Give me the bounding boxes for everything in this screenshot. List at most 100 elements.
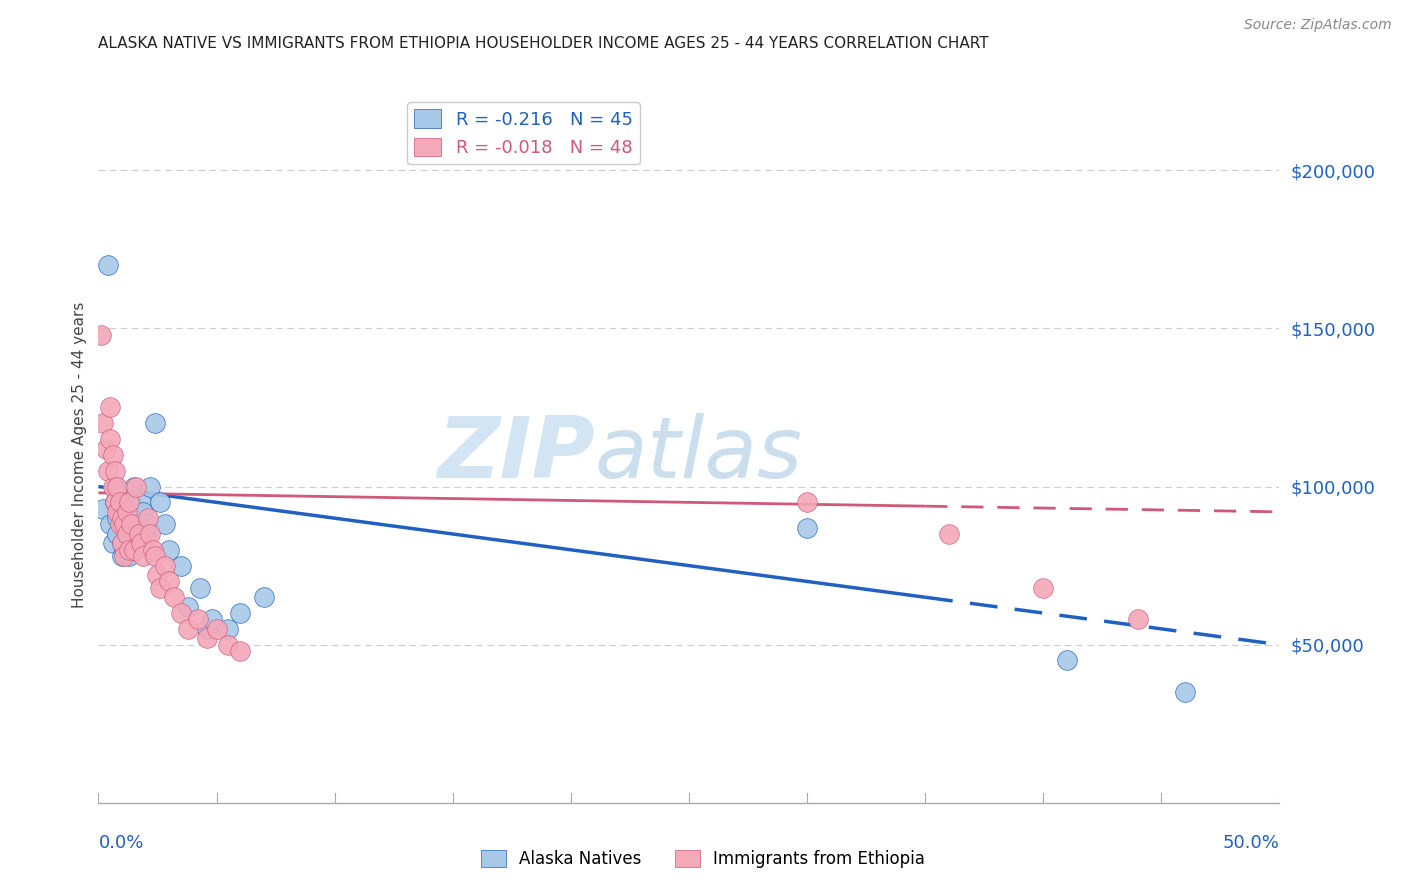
Point — [187, 612, 209, 626]
Point — [111, 536, 134, 550]
Point — [111, 517, 134, 532]
Text: atlas: atlas — [595, 413, 803, 497]
Point — [125, 536, 148, 550]
Point — [1032, 581, 1054, 595]
Point — [111, 511, 134, 525]
Point — [115, 527, 138, 541]
Point — [115, 527, 138, 541]
Point — [101, 479, 124, 493]
Point — [253, 591, 276, 605]
Point — [118, 517, 141, 532]
Point — [1174, 685, 1197, 699]
Point — [153, 517, 176, 532]
Point — [98, 517, 121, 532]
Point — [112, 517, 135, 532]
Text: 50.0%: 50.0% — [1223, 834, 1279, 852]
Point — [170, 558, 193, 573]
Point — [108, 517, 131, 532]
Point — [122, 542, 145, 557]
Point — [177, 622, 200, 636]
Point — [1126, 612, 1149, 626]
Point — [108, 495, 131, 509]
Point — [112, 511, 135, 525]
Point — [125, 479, 148, 493]
Point — [796, 521, 818, 535]
Point — [177, 599, 200, 614]
Text: ZIP: ZIP — [437, 413, 595, 497]
Point — [128, 511, 150, 525]
Point — [97, 464, 120, 478]
Point — [108, 486, 131, 500]
Point — [98, 432, 121, 446]
Point — [136, 511, 159, 525]
Point — [101, 536, 124, 550]
Point — [188, 581, 211, 595]
Point — [143, 417, 166, 431]
Legend: Alaska Natives, Immigrants from Ethiopia: Alaska Natives, Immigrants from Ethiopia — [474, 843, 932, 875]
Point — [229, 606, 252, 620]
Point — [121, 495, 143, 509]
Point — [128, 527, 150, 541]
Point — [139, 479, 162, 493]
Point — [90, 327, 112, 342]
Point — [143, 549, 166, 563]
Text: 0.0%: 0.0% — [98, 834, 143, 852]
Point — [91, 501, 114, 516]
Point — [157, 542, 180, 557]
Point — [101, 448, 124, 462]
Point — [135, 527, 157, 541]
Point — [146, 568, 169, 582]
Point — [98, 401, 121, 415]
Point — [115, 505, 138, 519]
Point — [149, 581, 172, 595]
Point — [136, 517, 159, 532]
Point — [104, 495, 127, 509]
Point — [108, 505, 131, 519]
Point — [104, 495, 127, 509]
Point — [157, 574, 180, 589]
Point — [139, 527, 162, 541]
Point — [217, 638, 239, 652]
Point — [111, 536, 134, 550]
Point — [121, 517, 143, 532]
Point — [129, 495, 152, 509]
Point — [217, 622, 239, 636]
Point — [129, 536, 152, 550]
Point — [796, 495, 818, 509]
Point — [91, 417, 114, 431]
Point — [105, 479, 128, 493]
Point — [94, 442, 117, 456]
Point — [229, 644, 252, 658]
Point — [132, 549, 155, 563]
Point — [105, 527, 128, 541]
Point — [118, 542, 141, 557]
Point — [104, 464, 127, 478]
Point — [205, 622, 228, 636]
Point — [938, 527, 960, 541]
Legend: R = -0.216   N = 45, R = -0.018   N = 48: R = -0.216 N = 45, R = -0.018 N = 48 — [408, 103, 640, 164]
Text: ALASKA NATIVE VS IMMIGRANTS FROM ETHIOPIA HOUSEHOLDER INCOME AGES 25 - 44 YEARS : ALASKA NATIVE VS IMMIGRANTS FROM ETHIOPI… — [98, 36, 988, 51]
Point — [111, 549, 134, 563]
Point — [125, 517, 148, 532]
Point — [112, 542, 135, 557]
Point — [121, 542, 143, 557]
Y-axis label: Householder Income Ages 25 - 44 years: Householder Income Ages 25 - 44 years — [72, 301, 87, 608]
Point — [1056, 653, 1078, 667]
Point — [132, 505, 155, 519]
Point — [142, 542, 165, 557]
Point — [112, 549, 135, 563]
Point — [195, 622, 218, 636]
Point — [97, 258, 120, 272]
Point — [105, 505, 128, 519]
Point — [122, 479, 145, 493]
Point — [195, 632, 218, 646]
Point — [118, 495, 141, 509]
Point — [153, 558, 176, 573]
Point — [163, 591, 186, 605]
Text: Source: ZipAtlas.com: Source: ZipAtlas.com — [1244, 18, 1392, 32]
Point — [115, 505, 138, 519]
Point — [149, 495, 172, 509]
Point — [170, 606, 193, 620]
Point — [118, 549, 141, 563]
Point — [201, 612, 224, 626]
